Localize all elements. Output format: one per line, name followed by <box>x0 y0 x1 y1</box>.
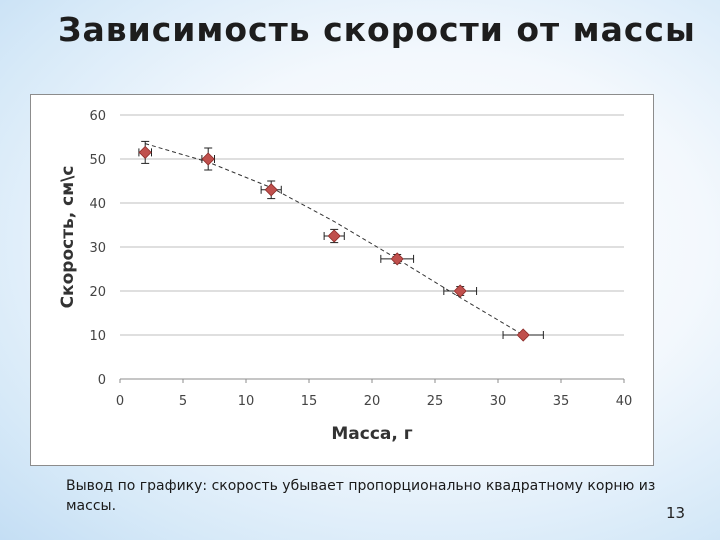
page-title: Зависимость скорости от массы <box>58 10 696 49</box>
x-tick-label: 0 <box>116 394 124 409</box>
x-tick-label: 20 <box>364 394 381 409</box>
data-point <box>327 229 341 243</box>
page-number: 13 <box>666 504 686 522</box>
y-tick-label: 60 <box>89 109 106 124</box>
x-tick-label: 15 <box>301 394 318 409</box>
y-tick-label: 50 <box>89 153 106 168</box>
data-point <box>390 252 404 266</box>
x-tick-label: 5 <box>179 394 187 409</box>
x-tick-label: 25 <box>427 394 444 409</box>
data-point <box>201 152 215 166</box>
data-point <box>453 284 467 298</box>
x-tick-label: 30 <box>490 394 507 409</box>
conclusion-lead: Вывод по графику: <box>66 478 208 494</box>
data-point <box>264 183 278 197</box>
data-point <box>138 145 152 159</box>
conclusion-body: скорость убывает пропорционально квадрат… <box>66 478 656 514</box>
y-tick-label: 20 <box>89 285 106 300</box>
y-tick-label: 0 <box>98 373 106 388</box>
y-tick-label: 40 <box>89 197 106 212</box>
x-tick-label: 35 <box>553 394 570 409</box>
x-tick-label: 10 <box>238 394 255 409</box>
conclusion-text: Вывод по графику: скорость убывает пропо… <box>66 476 666 516</box>
x-tick-label: 40 <box>616 394 633 409</box>
y-tick-label: 10 <box>89 329 106 344</box>
y-axis-label: Скорость, см\с <box>58 166 78 309</box>
chart-area: 0 10 20 30 40 50 60 0 5 10 15 20 25 30 35 40 Масса, г Ско… <box>30 94 654 466</box>
y-tick-label: 30 <box>89 241 106 256</box>
speed-vs-mass-chart: 0 10 20 30 40 50 60 0 5 10 15 20 25 30 35 40 Масса, г Ско… <box>58 109 633 444</box>
x-axis-label: Масса, г <box>331 424 412 444</box>
data-point <box>516 328 530 342</box>
